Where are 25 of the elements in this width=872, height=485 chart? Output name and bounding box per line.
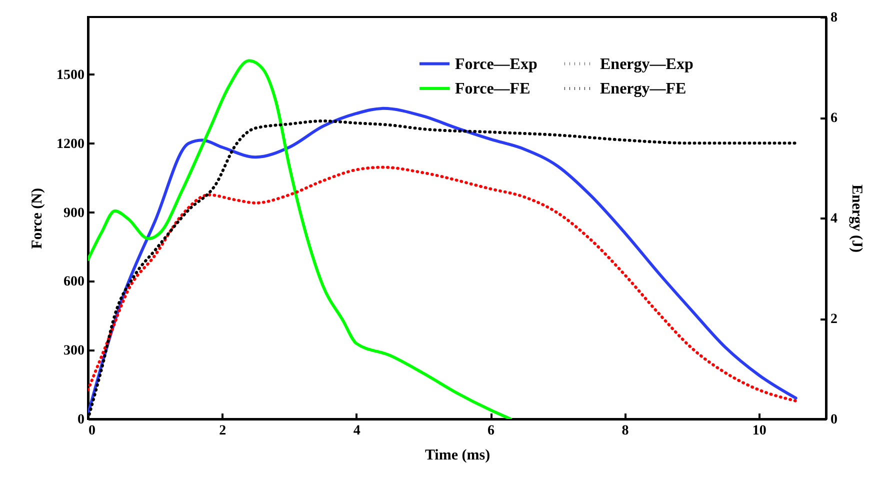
- x-tick-label: 10: [752, 424, 766, 438]
- legend-label: Force—FE: [455, 80, 530, 98]
- y-axis-title: Force (N): [30, 188, 46, 249]
- y2-tick-label: 0: [830, 412, 838, 428]
- y2-tick-label: 8: [830, 10, 838, 26]
- y-tick-label: 1500: [56, 68, 84, 83]
- line-series: [88, 166, 798, 402]
- y-tick-label: 1200: [56, 136, 84, 152]
- y2-axis-title: Energy (J): [848, 184, 864, 252]
- x-tick-label: 0: [88, 424, 96, 438]
- legend-label: Energy—FE: [600, 80, 686, 98]
- y-tick-label: 300: [64, 344, 84, 359]
- x-tick-label: 2: [219, 424, 226, 438]
- legend-label: Force—Exp: [455, 56, 538, 73]
- y-tick-label: 900: [64, 206, 84, 221]
- x-tick-label: 8: [622, 424, 629, 438]
- x-axis-title: Time (ms): [424, 448, 490, 464]
- legend-label: Energy—Exp: [600, 56, 694, 73]
- y2-tick-label: 6: [830, 111, 838, 126]
- y2-tick-label: 4: [830, 212, 838, 226]
- y2-tick-label: 2: [830, 312, 838, 327]
- y-tick-label: 600: [64, 274, 84, 290]
- y-tick-label: 0: [78, 412, 84, 428]
- x-tick-label: 4: [353, 424, 360, 438]
- x-tick-label: 6: [488, 424, 495, 438]
